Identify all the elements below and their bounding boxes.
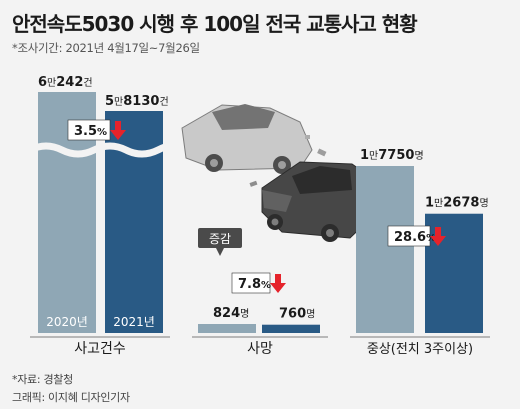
bar-series-label: 2020년 — [46, 315, 88, 329]
chart-title: 안전속도5030 시행 후 100일 전국 교통사고 현황 — [12, 12, 418, 36]
bar-value-label: 6만242건 — [38, 75, 93, 90]
change-badge-accidents: 3.5% — [67, 119, 126, 141]
change-percent-label: 3.5% — [74, 124, 107, 139]
change-label-text: 증감 — [209, 232, 231, 246]
bar-deaths-2020 — [198, 324, 256, 333]
category-label-deaths: 사망 — [247, 341, 273, 357]
bar-value-label: 5만8130건 — [105, 94, 169, 109]
down-arrow-icon — [430, 227, 446, 246]
change-label-box — [198, 228, 242, 248]
category-label-injury: 중상(전치 3주이상) — [367, 342, 473, 357]
source-note: *자료: 경찰청 — [12, 373, 73, 386]
bar-value-label: 760명 — [279, 307, 315, 322]
chart-subtitle: *조사기간: 2021년 4월17일~7월26일 — [12, 41, 200, 55]
category-label-accidents: 사고건수 — [74, 341, 126, 357]
bar-value-label: 1만2678명 — [425, 196, 489, 211]
change-percent-label: 7.8% — [238, 277, 271, 292]
change-percent-label: 28.6% — [394, 230, 436, 245]
bar-value-label: 824명 — [213, 306, 249, 321]
down-arrow-icon — [270, 274, 286, 293]
change-label-pointer — [216, 248, 224, 256]
axis-break-wave — [28, 142, 175, 158]
car-crash-illustration — [181, 104, 379, 242]
change-badge-injury: 28.6% — [387, 225, 446, 247]
down-arrow-icon — [110, 121, 126, 140]
bar-deaths-2021 — [262, 324, 320, 333]
bar-value-label: 1만7750명 — [360, 148, 424, 163]
bar-serious-injury-2020 — [356, 166, 414, 333]
bar-series-label: 2021년 — [113, 315, 155, 329]
labels-layer: 2020년 6만242건 2021년 5만8130건 3.5% 사고건수 824명 760명 증… — [38, 75, 489, 357]
bar-serious-injury-2021 — [425, 213, 483, 333]
change-badge-deaths: 7.8% — [231, 272, 286, 294]
graphic-credit: 그래픽: 이지혜 디자인기자 — [12, 391, 130, 404]
